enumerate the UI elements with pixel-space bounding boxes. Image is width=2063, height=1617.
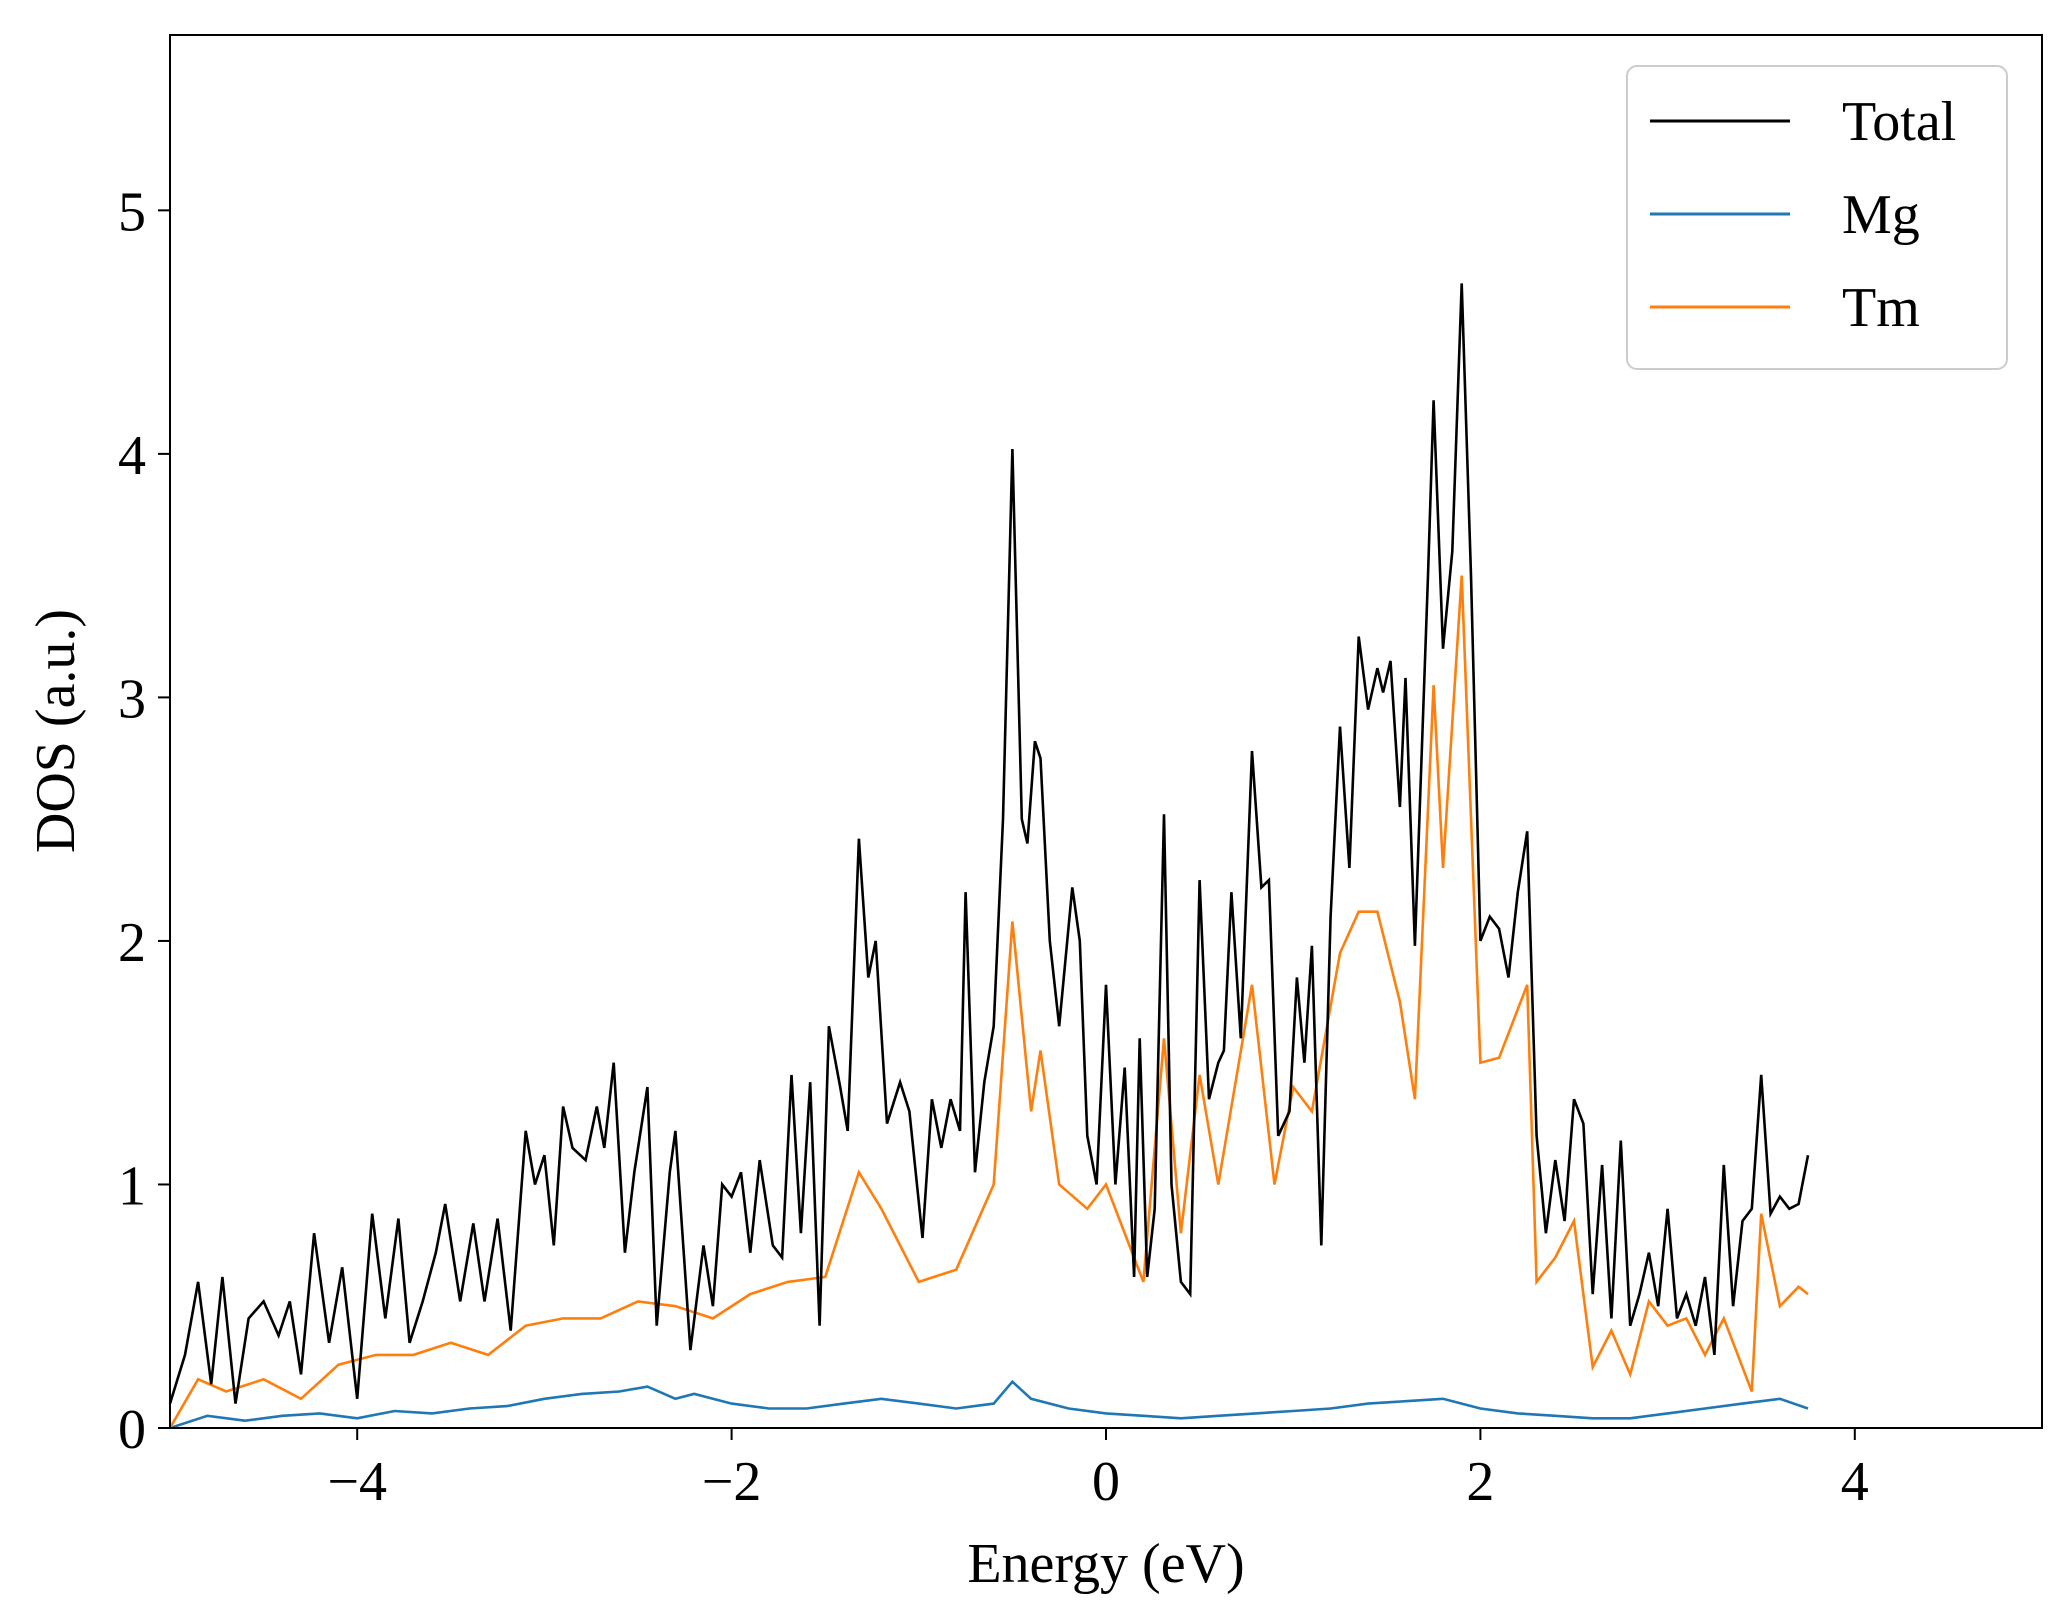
x-tick-label: −4 xyxy=(327,1451,387,1513)
legend-label-mg: Mg xyxy=(1842,184,1920,246)
y-tick-label: 0 xyxy=(118,1399,146,1461)
legend: Total Mg Tm xyxy=(1626,65,2008,370)
x-tick-label: −2 xyxy=(702,1451,762,1513)
y-tick-label: 3 xyxy=(118,668,146,730)
y-tick-label: 2 xyxy=(118,912,146,974)
x-axis-ticks: −4 −2 0 2 4 xyxy=(327,1428,1869,1513)
series-line-total xyxy=(168,283,1810,1404)
legend-label-tm: Tm xyxy=(1842,277,1920,339)
legend-label-total: Total xyxy=(1842,91,1956,153)
y-tick-label: 4 xyxy=(118,425,146,487)
plot-area xyxy=(168,283,1810,1430)
y-axis-label: DOS (a.u.) xyxy=(25,609,87,853)
y-axis-ticks: 0 1 2 3 4 5 xyxy=(118,181,170,1461)
x-tick-label: 0 xyxy=(1092,1451,1120,1513)
x-tick-label: 4 xyxy=(1841,1451,1869,1513)
legend-box xyxy=(1626,65,2008,370)
x-axis-label: Energy (eV) xyxy=(967,1533,1244,1595)
y-tick-label: 1 xyxy=(118,1155,146,1217)
x-tick-label: 2 xyxy=(1466,1451,1494,1513)
y-tick-label: 5 xyxy=(118,181,146,243)
series-line-tm xyxy=(168,575,1809,1429)
series-line-mg xyxy=(169,1379,1809,1430)
